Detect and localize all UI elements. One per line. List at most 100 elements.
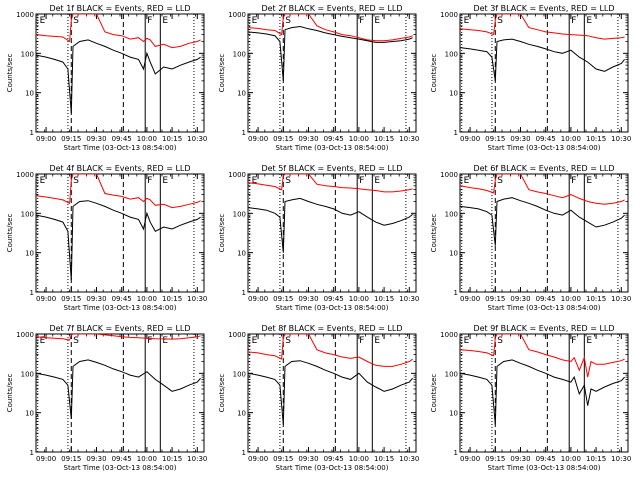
x-tick-label: 10:30 [611,455,631,463]
x-tick-label: 09:15 [485,295,505,303]
y-axis-label: Counts/sec [218,54,226,93]
x-tick-label: 09:15 [273,455,293,463]
y-tick-label: 1 [30,129,34,137]
y-tick-label: 10 [25,90,34,98]
marker-label: F [147,336,152,346]
y-tick-label: 100 [445,370,458,378]
y-tick-label: 1000 [16,331,34,339]
y-tick-label: 10 [449,250,458,258]
x-tick-label: 09:30 [298,135,318,143]
y-tick-label: 1000 [228,331,246,339]
panel-det-8: Det 8f BLACK = Events, RED = LLD 1 10 100 10… [218,324,419,472]
x-tick-label: 09:00 [248,135,268,143]
series-events-line [460,38,625,81]
marker-label: E [586,176,592,186]
y-axis-label: Counts/sec [218,374,226,413]
y-tick-label: 10 [237,90,246,98]
x-tick-label: 10:15 [374,295,394,303]
x-tick-label: 10:15 [586,295,606,303]
marker-label: E [586,16,592,26]
series-lld-line [460,174,625,205]
x-tick-label: 10:30 [399,295,419,303]
y-tick-label: 100 [233,370,246,378]
series-events-line [36,200,201,281]
x-axis-label: Start Time (03-Oct-13 08:54:00) [64,464,177,472]
y-tick-label: 1000 [228,171,246,179]
y-tick-label: 100 [21,370,34,378]
x-axis-label: Start Time (03-Oct-13 08:54:00) [64,304,177,312]
x-tick-label: 10:00 [349,135,369,143]
x-tick-label: 10:15 [162,135,182,143]
marker-label: E [374,16,380,26]
x-tick-label: 09:30 [86,295,106,303]
x-tick-label: 10:15 [162,455,182,463]
marker-label: F [147,176,152,186]
y-tick-label: 10 [25,250,34,258]
x-tick-label: 09:15 [273,295,293,303]
y-axis-label: Counts/sec [430,54,438,93]
marker-label: F [571,176,576,186]
x-tick-label: 09:00 [460,135,480,143]
series-events-line [248,197,413,253]
x-tick-label: 09:00 [460,455,480,463]
marker-label: F [359,16,364,26]
panel-title: Det 3f BLACK = Events, RED = LLD [473,4,614,13]
plot-frame [459,173,629,293]
x-tick-label: 09:45 [112,455,132,463]
x-tick-label: 09:00 [460,295,480,303]
x-tick-label: 09:45 [112,295,132,303]
x-tick-label: 09:00 [248,295,268,303]
y-axis-label: Counts/sec [6,374,14,413]
series-events-line [248,25,413,81]
series-events-line [248,360,413,425]
y-tick-label: 100 [21,50,34,58]
panel-title: Det 1f BLACK = Events, RED = LLD [49,4,190,13]
marker-label: S [73,176,79,186]
series-events-line [36,359,201,419]
y-tick-label: 1 [242,449,246,457]
y-tick-label: 10 [449,410,458,418]
panel-title: Det 5f BLACK = Events, RED = LLD [261,164,402,173]
marker-label: S [497,16,503,26]
panel-det-9: Det 9f BLACK = Events, RED = LLD 1 10 100 10… [430,324,631,472]
marker-label: E [252,16,258,26]
series-lld-line [36,14,201,49]
panel-det-2: Det 2f BLACK = Events, RED = LLD 1 10 100 10… [218,4,419,152]
series-lld-line [248,174,413,193]
marker-label: E [162,336,168,346]
x-tick-label: 09:30 [298,295,318,303]
panel-title: Det 4f BLACK = Events, RED = LLD [49,164,190,173]
y-tick-label: 1 [30,449,34,457]
panel-title: Det 2f BLACK = Events, RED = LLD [261,4,402,13]
x-tick-label: 10:30 [187,295,207,303]
marker-label: E [162,176,168,186]
panel-det-5: Det 5f BLACK = Events, RED = LLD 1 10 100 10… [218,164,419,312]
x-tick-label: 09:45 [536,295,556,303]
x-tick-label: 09:15 [485,455,505,463]
x-axis-label: Start Time (03-Oct-13 08:54:00) [488,304,601,312]
y-tick-label: 1000 [228,11,246,19]
x-tick-label: 09:45 [536,455,556,463]
x-tick-label: 09:15 [61,455,81,463]
x-axis-label: Start Time (03-Oct-13 08:54:00) [488,144,601,152]
x-tick-label: 10:30 [611,295,631,303]
x-tick-label: 09:45 [324,135,344,143]
marker-label: E [40,176,46,186]
x-tick-label: 09:15 [273,135,293,143]
marker-label: E [40,16,46,26]
x-tick-label: 10:15 [162,295,182,303]
x-axis-label: Start Time (03-Oct-13 08:54:00) [64,144,177,152]
panel-title: Det 9f BLACK = Events, RED = LLD [473,324,614,333]
series-lld-line [460,14,625,40]
marker-label: S [497,176,503,186]
marker-label: S [73,336,79,346]
panel-title: Det 6f BLACK = Events, RED = LLD [473,164,614,173]
x-tick-label: 09:30 [510,135,530,143]
panel-title: Det 7f BLACK = Events, RED = LLD [49,324,190,333]
x-tick-label: 10:15 [586,135,606,143]
series-events-line [36,39,201,114]
marker-label: S [285,336,291,346]
x-tick-label: 09:15 [485,135,505,143]
y-tick-label: 100 [445,50,458,58]
